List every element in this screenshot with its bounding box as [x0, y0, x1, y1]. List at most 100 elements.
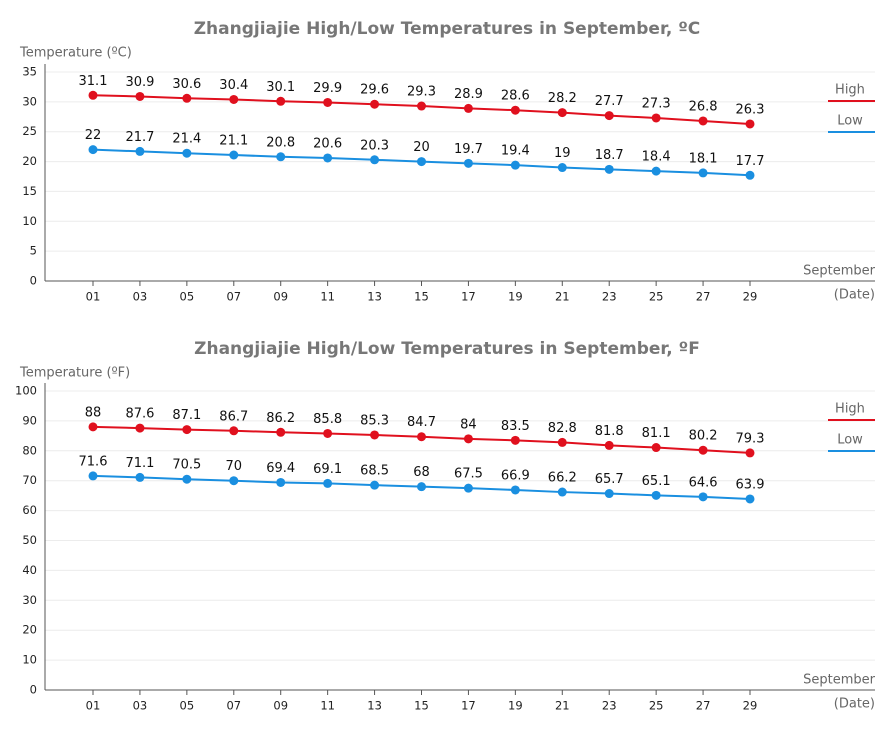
y-tick-label: 40 [22, 563, 37, 577]
x-tick-label: 03 [133, 699, 148, 713]
x-tick-label: 19 [508, 290, 523, 304]
data-label: 70 [226, 459, 243, 474]
data-label: 71.1 [125, 456, 154, 471]
data-point [557, 437, 567, 447]
data-label: 82.8 [548, 421, 577, 436]
data-label: 81.1 [642, 426, 671, 441]
data-point [463, 158, 473, 168]
data-point [323, 478, 333, 488]
data-label: 19 [554, 146, 571, 161]
data-point [88, 422, 98, 432]
data-label: 30.4 [219, 78, 248, 93]
x-tick-label: 03 [133, 290, 148, 304]
data-point [276, 152, 286, 162]
data-label: 87.1 [172, 408, 201, 423]
x-tick-label: 27 [696, 290, 711, 304]
data-label: 28.6 [501, 89, 530, 104]
y-tick-label: 70 [22, 473, 37, 487]
data-label: 86.2 [266, 411, 295, 426]
data-point [417, 482, 426, 492]
x-tick-label: 07 [226, 699, 241, 713]
data-point [745, 448, 755, 458]
data-label: 68.5 [360, 464, 389, 479]
data-label: 26.8 [689, 99, 718, 114]
x-tick-label: 25 [649, 290, 664, 304]
x-tick-label: 29 [743, 699, 758, 713]
data-point [182, 425, 192, 435]
y-tick-label: 20 [22, 623, 37, 637]
data-label: 19.7 [454, 142, 483, 157]
data-point [651, 490, 661, 500]
data-point [135, 472, 145, 482]
data-point [88, 471, 98, 481]
data-label: 66.2 [548, 471, 577, 486]
y-tick-label: 60 [22, 503, 37, 517]
data-label: 19.4 [501, 144, 530, 159]
chart-title: Zhangjiajie High/Low Temperatures in Sep… [194, 19, 701, 39]
data-point [229, 150, 239, 160]
data-label: 86.7 [219, 409, 248, 424]
data-point [510, 105, 520, 115]
data-point [698, 116, 708, 126]
data-label: 69.1 [313, 462, 342, 477]
y-axis-label: Temperature (ºC) [19, 46, 132, 61]
x-tick-label: 17 [461, 290, 476, 304]
x-tick-label: 09 [273, 290, 288, 304]
data-point [557, 487, 567, 497]
data-label: 81.8 [595, 424, 624, 439]
data-label: 21.7 [125, 130, 154, 145]
data-point [323, 97, 333, 107]
data-point [510, 160, 520, 170]
x-tick-label: 13 [367, 290, 382, 304]
data-label: 29.6 [360, 83, 389, 98]
data-point [276, 477, 286, 487]
x-tick-label: 01 [86, 699, 101, 713]
y-tick-label: 100 [15, 384, 37, 398]
x-tick-label: 17 [461, 699, 476, 713]
legend-label: High [835, 83, 865, 98]
x-axis-unit: (Date) [834, 697, 875, 712]
data-point [463, 483, 473, 493]
data-point [370, 480, 380, 490]
data-label: 31.1 [79, 74, 108, 89]
y-tick-label: 25 [22, 124, 37, 138]
data-point [370, 99, 380, 109]
data-label: 27.3 [642, 96, 671, 111]
x-tick-label: 05 [180, 699, 195, 713]
x-tick-label: 15 [414, 699, 429, 713]
y-tick-label: 0 [30, 683, 37, 697]
data-point [276, 427, 286, 437]
x-tick-label: 15 [414, 290, 429, 304]
data-label: 20 [413, 140, 430, 155]
legend-label: Low [837, 433, 863, 448]
data-point [229, 476, 239, 486]
y-tick-label: 0 [30, 274, 37, 288]
x-tick-label: 07 [226, 290, 241, 304]
x-tick-label: 01 [86, 290, 101, 304]
data-point [698, 445, 708, 455]
data-label: 20.6 [313, 136, 342, 151]
data-label: 65.7 [595, 472, 624, 487]
data-label: 21.1 [219, 134, 248, 149]
x-tick-label: 27 [696, 699, 711, 713]
data-point [604, 164, 614, 174]
y-tick-label: 5 [30, 244, 37, 258]
data-point [88, 90, 98, 100]
data-point [135, 423, 145, 433]
data-point [557, 108, 567, 118]
legend-label: Low [837, 114, 863, 129]
data-point [745, 170, 755, 180]
data-label: 79.3 [736, 431, 765, 446]
data-point [463, 103, 473, 113]
y-tick-label: 10 [22, 653, 37, 667]
data-label: 84 [460, 417, 477, 432]
data-label: 18.7 [595, 148, 624, 163]
x-tick-label: 25 [649, 699, 664, 713]
y-tick-label: 50 [22, 533, 37, 547]
data-label: 85.8 [313, 412, 342, 427]
data-label: 17.7 [736, 154, 765, 169]
data-label: 30.9 [125, 75, 154, 90]
data-label: 68 [413, 465, 430, 480]
x-tick-label: 29 [743, 290, 758, 304]
